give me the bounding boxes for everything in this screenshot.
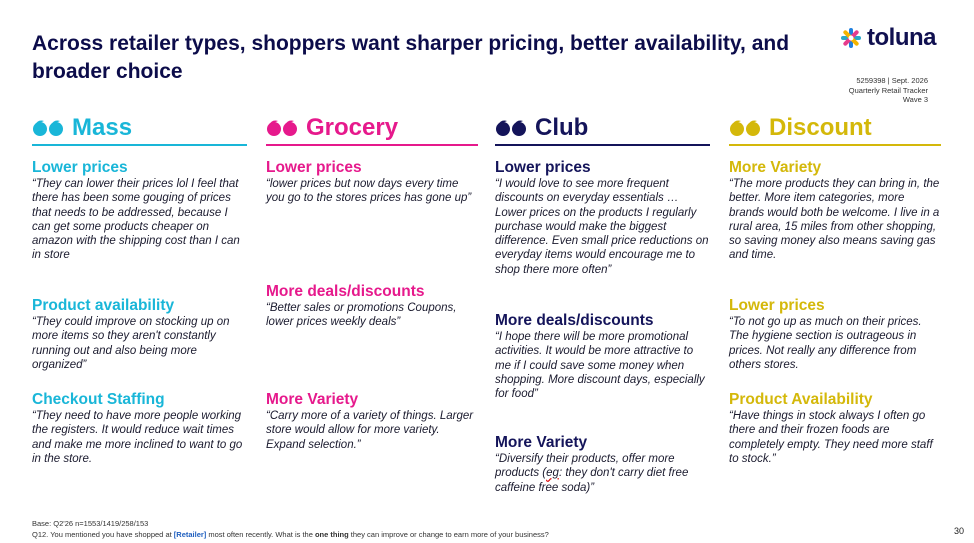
section-heading: Lower prices [266, 159, 362, 176]
column-grocery: Grocery Lower prices “lower prices but n… [266, 112, 478, 451]
section-quote: “Better sales or promotions Coupons, low… [266, 302, 457, 329]
logo-text: toluna [867, 24, 937, 51]
insight-section: More deals/discounts “I hope there will … [495, 311, 710, 401]
section-heading: Product Availability [729, 391, 873, 408]
spellcheck-word: eg [546, 467, 559, 480]
section-heading: Lower prices [495, 159, 591, 176]
quote-icon [495, 119, 527, 137]
insight-section: More Variety “The more products they can… [729, 158, 941, 263]
section-heading: More Variety [495, 434, 588, 451]
section-heading: Product availability [32, 297, 175, 314]
quote-icon [729, 119, 761, 137]
section-quote: “Carry more of a variety of things. Larg… [266, 410, 474, 451]
column-title: Mass [72, 114, 133, 141]
quote-text: “Diversify their products, offer more pr… [495, 453, 675, 480]
insight-section: Product availability “They could improve… [32, 296, 247, 372]
column-header: Grocery [266, 112, 478, 146]
quote-text: : they don't carry diet free caffeine fr… [495, 467, 689, 494]
retailer-placeholder: [Retailer] [173, 530, 207, 539]
quote-icon [266, 119, 298, 137]
column-club: Club Lower prices “I would love to see m… [495, 112, 710, 494]
meta-line: Wave 3 [902, 95, 928, 104]
insight-section: Lower prices “I would love to see more f… [495, 158, 710, 277]
question-text: they can improve or change to earn more … [348, 530, 549, 539]
section-heading: More deals/discounts [266, 283, 425, 300]
section-heading: More Variety [266, 391, 359, 408]
section-quote: “The more products they can bring in, th… [729, 178, 940, 262]
column-mass: Mass Lower prices “They can lower their … [32, 112, 247, 465]
section-quote: “Diversify their products, offer more pr… [495, 452, 710, 495]
section-quote: “I would love to see more frequent disco… [495, 178, 709, 276]
section-quote: “They need to have more people working t… [32, 410, 243, 465]
meta-line: 5259398 | Sept. 2026 [856, 76, 928, 85]
section-heading: Checkout Staffing [32, 391, 165, 408]
insight-section: More Variety “Diversify their products, … [495, 433, 710, 495]
base-note: Base: Q2'26 n=1553/1419/258/153 [32, 519, 149, 528]
column-title: Discount [769, 114, 872, 141]
question-emphasis: one thing [314, 530, 349, 539]
page-number: 30 [953, 526, 964, 536]
question-text: most often recently. What is the [206, 530, 315, 539]
insight-section: Product Availability “Have things in sto… [729, 390, 941, 466]
toluna-logo: toluna [840, 24, 937, 52]
meta-line: Quarterly Retail Tracker [848, 85, 928, 95]
insight-section: More deals/discounts “Better sales or pr… [266, 282, 478, 330]
insight-section: Checkout Staffing “They need to have mor… [32, 390, 247, 466]
page-title: Across retailer types, shoppers want sha… [32, 32, 790, 83]
insight-section: Lower prices “They can lower their price… [32, 158, 247, 263]
section-quote: “To not go up as much on their prices. T… [729, 316, 922, 371]
insight-section: More Variety “Carry more of a variety of… [266, 390, 478, 452]
column-title: Grocery [306, 114, 399, 141]
column-discount: Discount More Variety “The more products… [729, 112, 941, 465]
question-text: Q12. You mentioned you have shopped at [32, 530, 174, 539]
logo-asterisk-icon [840, 27, 862, 49]
column-header: Mass [32, 112, 247, 146]
section-heading: Lower prices [32, 159, 128, 176]
report-meta: 5259398 | Sept. 2026 Quarterly Retail Tr… [849, 76, 928, 105]
section-heading: More deals/discounts [495, 312, 654, 329]
section-quote: “lower prices but now days every time yo… [266, 178, 472, 205]
column-header: Discount [729, 112, 941, 146]
section-quote: “Have things in stock always I often go … [729, 410, 933, 465]
quote-icon [32, 119, 64, 137]
section-quote: “They could improve on stocking up on mo… [32, 316, 230, 371]
section-heading: More Variety [729, 159, 822, 176]
section-quote: “I hope there will be more promotional a… [495, 331, 705, 401]
insight-section: Lower prices “lower prices but now days … [266, 158, 478, 206]
section-heading: Lower prices [729, 297, 825, 314]
section-quote: “They can lower their prices lol I feel … [32, 178, 240, 262]
column-header: Club [495, 112, 710, 146]
insight-section: Lower prices “To not go up as much on th… [729, 296, 941, 372]
column-title: Club [535, 114, 589, 141]
question-note: Q12. You mentioned you have shopped at [… [32, 530, 549, 539]
